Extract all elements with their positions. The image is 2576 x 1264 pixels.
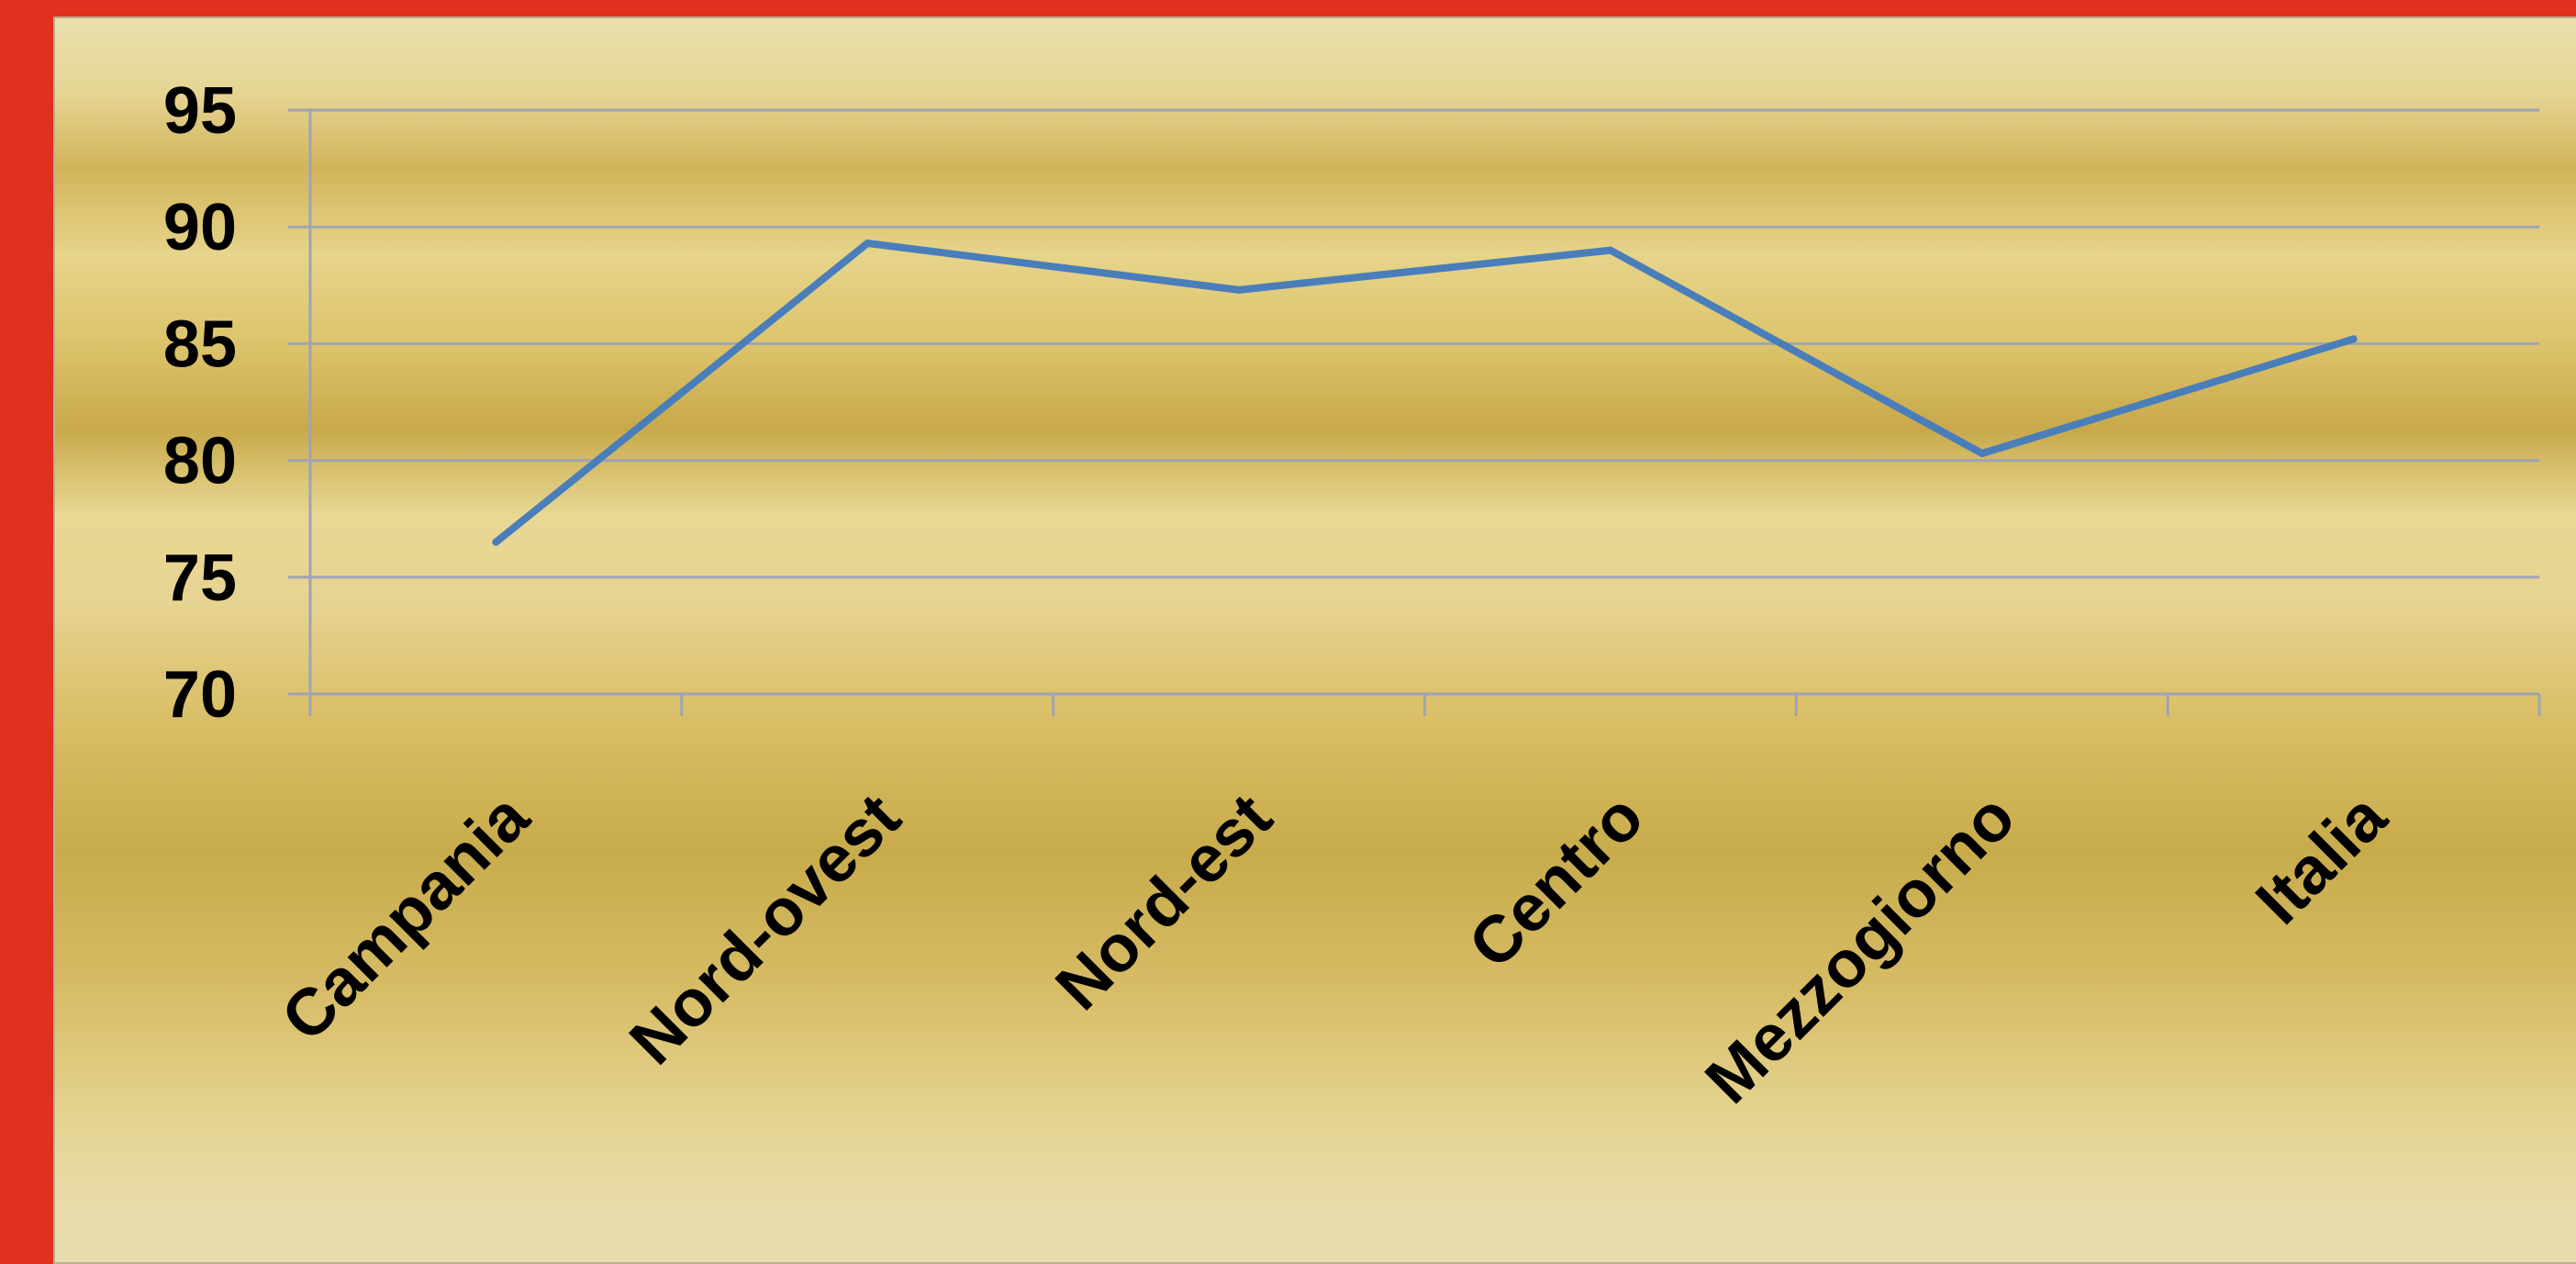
y-tick-label: 70 [163, 658, 237, 732]
y-tick-label: 90 [163, 191, 237, 264]
x-tick-labels: Campania Nord-ovest Nord-est Centro Mezzogio… [268, 779, 2402, 1117]
series-layer [492, 240, 2358, 546]
data-point [1235, 285, 1243, 294]
x-tick-label: Nord-ovest [616, 780, 914, 1079]
data-point [2349, 335, 2358, 343]
y-tick-label: 80 [163, 425, 237, 498]
data-point [1978, 449, 1986, 457]
data-point [1606, 246, 1614, 254]
data-point [492, 538, 500, 546]
y-tick-labels: 70 75 80 85 90 95 [163, 74, 237, 732]
y-tick-label: 95 [163, 74, 237, 148]
chart-panel [53, 17, 2576, 1264]
x-tick-label: Centro [1455, 780, 1658, 983]
data-point [864, 240, 872, 248]
x-tick-label: Nord-est [1043, 780, 1287, 1024]
x-tick-label: Mezzogiorno [1691, 780, 2029, 1118]
series-line-0 [492, 240, 2358, 546]
grid-layer [310, 108, 2539, 579]
x-tick-label: Italia [2242, 779, 2401, 938]
y-tick-label: 85 [163, 308, 237, 381]
axis-layer [288, 108, 2541, 716]
x-tick-label: Campania [268, 779, 544, 1056]
y-tick-label: 75 [163, 542, 237, 615]
